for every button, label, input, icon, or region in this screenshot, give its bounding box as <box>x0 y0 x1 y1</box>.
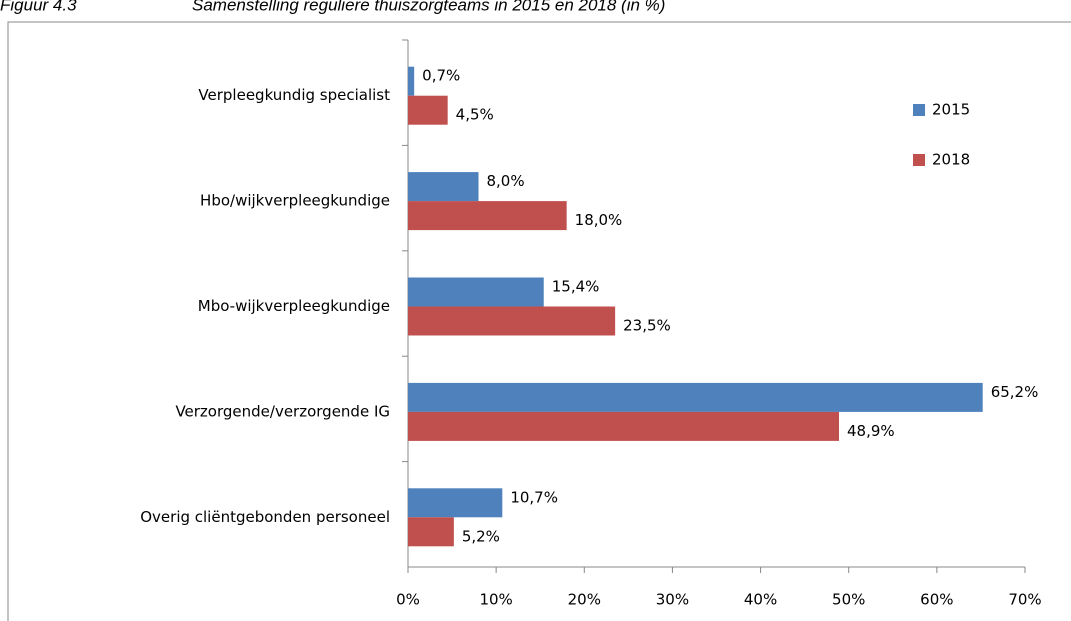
value-label: 15,4% <box>552 278 600 296</box>
x-tick-label: 10% <box>479 591 512 609</box>
y-tick-label: Verzorgende/verzorgende IG <box>175 402 390 420</box>
bar <box>408 66 415 96</box>
x-tick-label: 30% <box>656 591 689 609</box>
x-tick-label: 70% <box>1008 591 1041 609</box>
bar <box>408 277 544 307</box>
x-tick-label: 50% <box>832 591 865 609</box>
legend-swatch <box>913 104 925 116</box>
value-label: 8,0% <box>487 172 525 190</box>
bar <box>408 517 454 547</box>
bar <box>408 201 567 231</box>
value-label: 18,0% <box>575 211 623 229</box>
value-label: 4,5% <box>456 106 494 124</box>
value-label: 65,2% <box>991 383 1039 401</box>
value-label: 23,5% <box>623 317 671 335</box>
bar <box>408 306 616 336</box>
bar <box>408 411 840 441</box>
x-tick-label: 20% <box>568 591 601 609</box>
x-tick-label: 60% <box>920 591 953 609</box>
y-tick-label: Verpleegkundig specialist <box>198 86 390 104</box>
x-tick-label: 40% <box>744 591 777 609</box>
value-label: 10,7% <box>510 488 558 506</box>
bar <box>408 95 448 125</box>
bar <box>408 382 983 412</box>
legend-label: 2015 <box>932 101 970 119</box>
value-label: 0,7% <box>422 67 460 85</box>
bar <box>408 172 479 202</box>
y-tick-label: Mbo-wijkverpleegkundige <box>198 297 390 315</box>
chart-title: Figuur 4.3 <box>0 0 77 14</box>
chart-subtitle: Samenstelling reguliere thuiszorgteams i… <box>192 0 665 14</box>
value-label: 48,9% <box>847 422 895 440</box>
x-tick-label: 0% <box>396 591 420 609</box>
bar <box>408 488 503 518</box>
value-label: 5,2% <box>462 527 500 545</box>
y-tick-label: Overig cliëntgebonden personeel <box>140 508 390 526</box>
legend-label: 2018 <box>932 151 970 169</box>
chart-border <box>7 21 1071 621</box>
y-tick-label: Hbo/wijkverpleegkundige <box>200 192 390 210</box>
legend-swatch <box>913 154 925 166</box>
